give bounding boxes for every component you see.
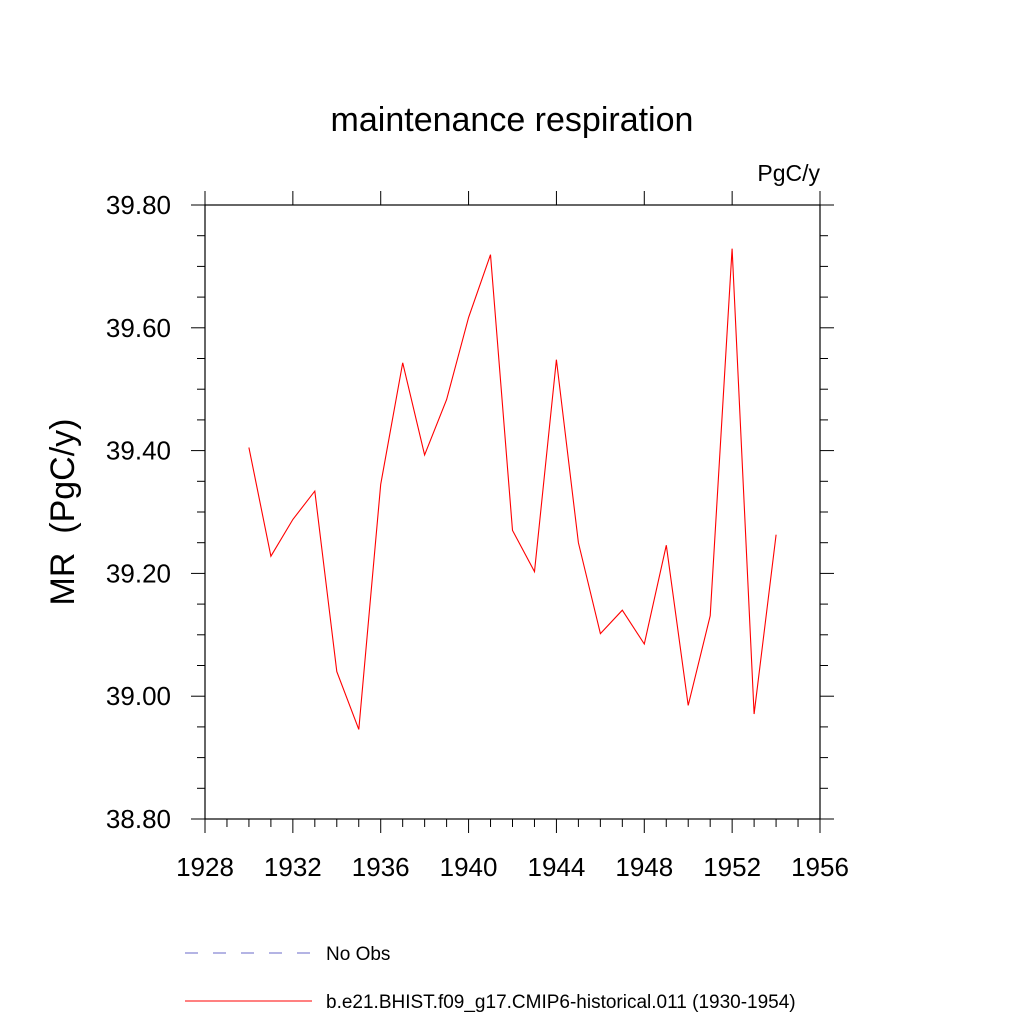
x-tick-label: 1936 xyxy=(352,852,410,882)
y-tick-label: 39.00 xyxy=(106,681,171,711)
legend-label-no-obs: No Obs xyxy=(326,944,390,965)
x-tick-label: 1944 xyxy=(528,852,586,882)
x-tick-label: 1952 xyxy=(703,852,761,882)
series-group xyxy=(248,248,777,730)
y-tick-label: 39.80 xyxy=(106,190,171,220)
plot-frame xyxy=(204,204,821,820)
x-tick-label: 1940 xyxy=(440,852,498,882)
x-tick-labels: 1928 1932 1936 1940 1944 1948 1952 1956 xyxy=(176,852,849,882)
y-tick-label: 39.40 xyxy=(106,436,171,466)
legend-label-historical: b.e21.BHIST.f09_g17.CMIP6-historical.011… xyxy=(326,992,796,1013)
x-tick-label: 1948 xyxy=(615,852,673,882)
series-line xyxy=(248,248,777,730)
units-label: PgC/y xyxy=(757,160,820,186)
y-tick-label: 38.80 xyxy=(106,804,171,834)
y-tick-label: 39.60 xyxy=(106,313,171,343)
y-tick-labels: 38.80 39.00 39.20 39.40 39.60 39.80 xyxy=(106,190,171,834)
x-tick-label: 1928 xyxy=(176,852,234,882)
axis-ticks xyxy=(191,191,834,833)
x-tick-label: 1956 xyxy=(791,852,849,882)
legend: No Obs b.e21.BHIST.f09_g17.CMIP6-histori… xyxy=(185,944,796,1013)
y-tick-label: 39.20 xyxy=(106,558,171,588)
y-axis-label: MR (PgC/y) xyxy=(44,419,82,606)
chart-title: maintenance respiration xyxy=(331,101,694,139)
x-tick-label: 1932 xyxy=(264,852,322,882)
